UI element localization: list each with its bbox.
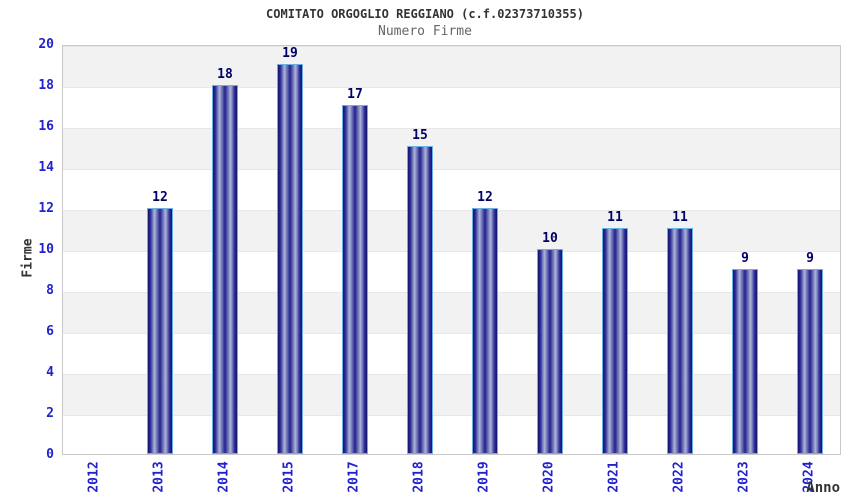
bar-2014 [212, 85, 238, 454]
bar-2021 [602, 228, 628, 454]
bar-2020 [537, 249, 563, 454]
y-tick-label: 16 [38, 119, 54, 134]
y-tick-label: 20 [38, 37, 54, 52]
bar-2015 [277, 64, 303, 454]
bar-value-label: 11 [672, 210, 688, 225]
bar-value-label: 9 [741, 251, 749, 266]
bar-2023 [732, 269, 758, 454]
x-axis-title: Anno [806, 480, 840, 496]
bar-2022 [667, 228, 693, 454]
bar-value-label: 18 [217, 67, 233, 82]
bar-2019 [472, 208, 498, 454]
bar-value-label: 12 [477, 190, 493, 205]
bar-2024 [797, 269, 823, 454]
y-tick-label: 8 [46, 283, 54, 298]
bar-value-label: 19 [282, 46, 298, 61]
y-tick-label: 14 [38, 160, 54, 175]
y-tick-label: 2 [46, 406, 54, 421]
y-tick-label: 18 [38, 78, 54, 93]
y-axis-title-label: Firme [20, 238, 36, 278]
bar-value-label: 12 [152, 190, 168, 205]
bar-value-label: 10 [542, 231, 558, 246]
y-tick-label: 10 [38, 242, 54, 257]
chart-subtitle: Numero Firme [378, 24, 472, 39]
bar-value-label: 11 [607, 210, 623, 225]
bar-value-label: 15 [412, 128, 428, 143]
bar-value-label: 9 [806, 251, 814, 266]
y-tick-label: 12 [38, 201, 54, 216]
plot-area: 12 18 19 17 15 12 10 11 11 9 9 [62, 45, 841, 455]
y-tick-label: 6 [46, 324, 54, 339]
chart-title: COMITATO ORGOGLIO REGGIANO (c.f.02373710… [266, 7, 584, 21]
bar-2013 [147, 208, 173, 454]
y-tick-label: 0 [46, 447, 54, 462]
y-tick-label: 4 [46, 365, 54, 380]
bar-value-label: 17 [347, 87, 363, 102]
bar-2017 [342, 105, 368, 454]
bar-2018 [407, 146, 433, 454]
